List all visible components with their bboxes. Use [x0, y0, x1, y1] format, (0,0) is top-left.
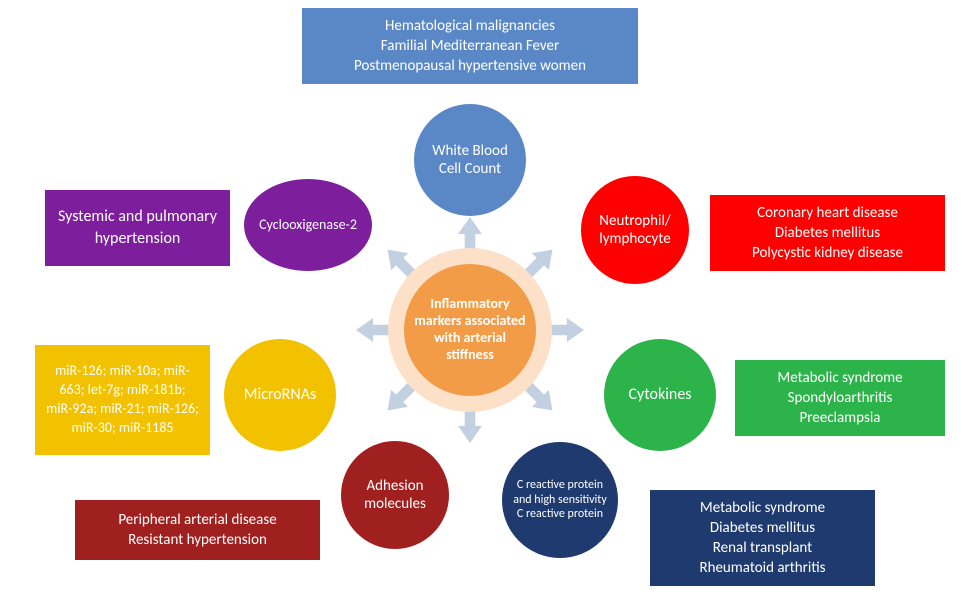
node-label: White Blood Cell Count [422, 142, 518, 178]
node-cytokines: Cytokines [604, 339, 716, 451]
box-b-cyto: Metabolic syndromeSpondyloarthritisPreec… [735, 360, 945, 436]
node-wbc: White Blood Cell Count [414, 104, 526, 216]
box-b-mirna: miR-126; miR-10a; miR-663; let-7g; miR-1… [35, 345, 210, 455]
diagram: Inflammatory markers associated with art… [0, 0, 968, 608]
node-label: Cyclooxigenase-2 [259, 217, 357, 234]
box-text: Metabolic syndromeSpondyloarthritisPreec… [777, 368, 902, 429]
box-text: Metabolic syndromeDiabetes mellitusRenal… [699, 498, 825, 579]
node-label: Adhesion molecules [349, 477, 441, 513]
box-b-neutro: Coronary heart diseaseDiabetes mellitusP… [710, 195, 945, 271]
box-b-cox2: Systemic and pulmonary hypertension [45, 190, 230, 266]
node-adhesion: Adhesion molecules [341, 441, 449, 549]
box-text: miR-126; miR-10a; miR-663; let-7g; miR-1… [45, 362, 200, 438]
node-label: Neutrophil/ lymphocyte [589, 212, 681, 248]
node-cox2: Cyclooxigenase-2 [244, 179, 372, 271]
node-label: MicroRNAs [244, 385, 316, 404]
node-neutro: Neutrophil/ lymphocyte [581, 176, 689, 284]
node-mirna: MicroRNAs [224, 339, 336, 451]
box-text: Peripheral arterial diseaseResistant hyp… [118, 510, 276, 551]
box-text: Coronary heart diseaseDiabetes mellitusP… [752, 203, 903, 264]
box-b-crp: Metabolic syndromeDiabetes mellitusRenal… [650, 490, 875, 586]
node-label: Cytokines [628, 385, 691, 404]
box-b-wbc: Hematological malignanciesFamilial Medit… [302, 8, 638, 84]
center-label: Inflammatory markers associated with art… [414, 296, 526, 363]
box-text: Hematological malignanciesFamilial Medit… [354, 16, 586, 77]
box-b-adhesion: Peripheral arterial diseaseResistant hyp… [75, 500, 320, 560]
box-text: Systemic and pulmonary hypertension [55, 206, 220, 249]
node-label: C reactive protein and high sensitivity … [510, 478, 610, 521]
center-circle: Inflammatory markers associated with art… [404, 264, 536, 396]
node-crp: C reactive protein and high sensitivity … [502, 442, 618, 558]
